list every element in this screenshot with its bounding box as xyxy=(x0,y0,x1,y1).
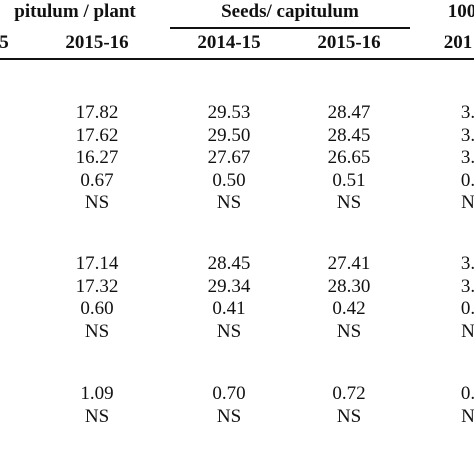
table-cell: 0.50 xyxy=(212,169,246,191)
column-header: 2014-15 xyxy=(197,32,261,53)
table-cell: NS xyxy=(336,320,362,342)
table-cell: 0.70 xyxy=(212,383,246,404)
table-cell: N xyxy=(461,320,474,342)
table-cell: 0.41 xyxy=(212,298,246,320)
column-group-header: Seeds/ capitulum xyxy=(221,1,359,22)
table-cell: 27.67 xyxy=(207,147,251,169)
table-cell: 3. xyxy=(460,275,474,297)
table-cell: 0.51 xyxy=(332,169,366,191)
table-cell: NS xyxy=(216,320,242,342)
table-cell: 28.47 xyxy=(327,102,371,123)
column-header: 2015-16 xyxy=(65,32,129,53)
header-rule xyxy=(170,27,410,29)
table-cell: NS xyxy=(84,405,110,427)
table-cell: 17.62 xyxy=(75,124,119,146)
table-cell: 0. xyxy=(460,298,474,320)
column-header: 2015-16 xyxy=(317,32,381,53)
table-cell: 26.65 xyxy=(327,147,371,169)
table-cell: 28.45 xyxy=(327,124,371,146)
table-cell: 3. xyxy=(460,147,474,169)
table-cell: NS xyxy=(336,192,362,214)
table-cell: NS xyxy=(84,192,110,214)
column-header: 5 xyxy=(0,32,9,53)
table-cell: NS xyxy=(84,320,110,342)
header-rule xyxy=(0,58,474,60)
table-cell: 29.53 xyxy=(207,102,251,123)
table-cell: 1.09 xyxy=(80,383,114,404)
column-group-header: 100 xyxy=(447,1,474,22)
table-cell: 0.72 xyxy=(332,383,366,404)
table-cell: N xyxy=(461,405,474,427)
table-cell: 0.67 xyxy=(80,169,114,191)
table-cell: 29.50 xyxy=(207,124,251,146)
table-cell: 3. xyxy=(460,253,474,274)
table-cell: 0.42 xyxy=(332,298,366,320)
table-cell: 17.32 xyxy=(75,275,119,297)
table-cell: 28.45 xyxy=(207,253,251,274)
table-cell: NS xyxy=(216,192,242,214)
column-group-header: pitulum / plant xyxy=(14,1,136,22)
table-cell: 28.30 xyxy=(327,275,371,297)
table-cell: 3. xyxy=(460,102,474,123)
table-cell: N xyxy=(461,192,474,214)
table-cell: NS xyxy=(336,405,362,427)
table-cell: NS xyxy=(216,405,242,427)
column-header: 201 xyxy=(443,32,473,53)
table-cell: 3. xyxy=(460,124,474,146)
table-cell: 29.34 xyxy=(207,275,251,297)
table-cell: 0. xyxy=(460,169,474,191)
table-cell: 0.60 xyxy=(80,298,114,320)
table-cell: 16.27 xyxy=(75,147,119,169)
table-cell: 0. xyxy=(460,383,474,404)
table-cell: 17.14 xyxy=(75,253,119,274)
table-cell: 17.82 xyxy=(75,102,119,123)
table-cell: 27.41 xyxy=(327,253,371,274)
